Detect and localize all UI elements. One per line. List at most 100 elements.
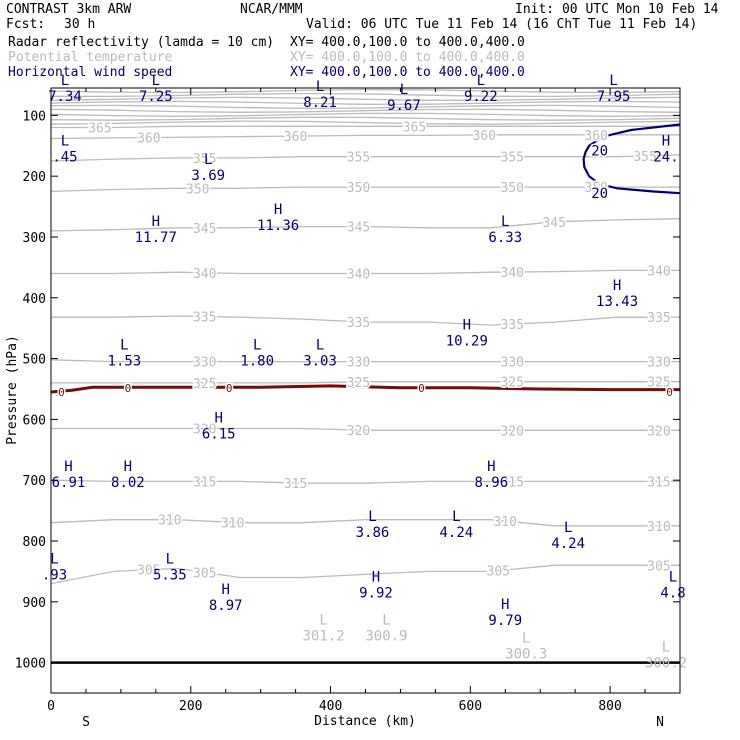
wind-contour-label: 20 [591, 144, 608, 160]
theta-contour-365 [51, 125, 680, 129]
wind-extremum-marker: H [487, 459, 495, 475]
wind-extremum-value: 4.8 [660, 586, 685, 602]
theta-band-line [50, 120, 681, 125]
theta-contour-label: 335 [501, 318, 524, 333]
y-tick-label: 800 [23, 535, 46, 550]
y-tick-label: 400 [23, 292, 46, 307]
field-reflectivity-xy: XY= 400.0,100.0 to 400.0,400.0 [290, 35, 525, 50]
field-reflectivity-name: Radar reflectivity (lamda = 10 cm) [8, 35, 275, 50]
theta-contour-label: 345 [542, 216, 565, 231]
theta-contour-label: 315 [647, 475, 670, 490]
valid-time: Valid: 06 UTC Tue 11 Feb 14 (16 ChT Tue … [306, 17, 698, 32]
field-wind-xy: XY= 400.0,100.0 to 400.0,400.0 [290, 65, 525, 80]
y-tick-label: 300 [23, 231, 46, 246]
theta-extremum-marker: L [522, 631, 530, 647]
wind-extremum-marker: L [609, 73, 617, 89]
x-end-right-label: N [656, 715, 664, 730]
theta-contour-340 [51, 269, 680, 275]
theta-contour-label: 355 [193, 152, 216, 167]
y-tick-label: 900 [23, 596, 46, 611]
theta-contour-345 [50, 218, 681, 232]
wind-extremum-value: 9.67 [387, 98, 421, 114]
theta-contour-label: 305 [137, 564, 160, 579]
theta-contour-label: 320 [193, 423, 216, 438]
wind-extremum-marker: L [316, 79, 324, 95]
theta-contour-label: 360 [584, 129, 607, 144]
wind-extremum-value: 3.69 [191, 168, 225, 184]
wind-extremum-marker: H [215, 410, 223, 426]
theta-contour-label: 315 [193, 475, 216, 490]
wind-extremum-value: 5.35 [153, 567, 187, 583]
wind-contours [582, 123, 681, 195]
theta-contour-label: 310 [158, 514, 181, 529]
theta-contour-label: 330 [193, 356, 216, 371]
wind-extremum-marker: L [253, 337, 261, 353]
theta-contour-315 [50, 479, 680, 484]
theta-extremum-value: 300.2 [645, 656, 687, 672]
theta-contour-label: 345 [347, 221, 370, 236]
y-tick-label: 600 [23, 413, 46, 428]
wind-extremum-value: 9.92 [359, 586, 393, 602]
wind-extremum-marker: H [222, 582, 230, 598]
x-end-left-label: S [82, 715, 90, 730]
theta-contour-label: 355 [501, 151, 524, 166]
x-tick-label: 400 [319, 699, 342, 714]
theta-contour-label: 330 [647, 356, 670, 371]
wind-extremum-marker: H [463, 317, 471, 333]
wind-extremum-value: 4.24 [551, 536, 585, 552]
theta-contour-label: 320 [347, 424, 370, 439]
model-title: CONTRAST 3km ARW [6, 2, 132, 17]
theta-contour-label: 325 [501, 376, 524, 391]
y-tick-label: 1000 [15, 657, 46, 672]
theta-contour-label: 320 [647, 424, 670, 439]
theta-contour-label: 330 [347, 356, 370, 371]
theta-contour-label: 365 [403, 120, 426, 135]
wind-extremum-value: 4.24 [439, 525, 473, 541]
x-tick-label: 600 [459, 699, 482, 714]
theta-extremum-marker: L [319, 612, 327, 628]
wind-extremum-value: 13.43 [596, 294, 638, 310]
wind-extremum-marker: L [61, 73, 69, 89]
wind-extremum-marker: H [613, 278, 621, 294]
theta-band-line [50, 116, 681, 121]
theta-extremum-marker: L [662, 640, 670, 656]
wind-extremum-value: 8.02 [111, 475, 145, 491]
theta-contour-label: 315 [501, 475, 524, 490]
theta-contour-label: 330 [501, 356, 524, 371]
theta-band-line [50, 92, 681, 98]
forecast-hour: 30 h [64, 17, 96, 32]
wind-extremum-value: 11.36 [257, 218, 299, 234]
wind-extremum-value: 1.53 [108, 353, 142, 369]
reflectivity-contours [50, 384, 680, 394]
theta-contour-label: 320 [501, 424, 524, 439]
theta-contour-label: 305 [647, 559, 670, 574]
theta-contour-360 [50, 134, 680, 140]
wind-extremum-value: 9.22 [464, 89, 498, 105]
theta-contour-label: 365 [88, 122, 111, 137]
wind-extremum-value: 3.03 [303, 353, 337, 369]
wind-extremum-value: 6.15 [202, 426, 236, 442]
theta-contour-label: 335 [647, 311, 670, 326]
theta-contour-330 [50, 359, 680, 363]
theta-extremum-marker: L [382, 612, 390, 628]
theta-contour-310 [50, 519, 680, 527]
theta-contour-label: 310 [494, 515, 517, 530]
theta-contour-label: 350 [347, 181, 370, 196]
wind-extremum-marker: H [152, 214, 160, 230]
wind-extremum-marker: L [400, 82, 408, 98]
theta-contour-label: 360 [473, 129, 496, 144]
theta-contour-label: 335 [347, 316, 370, 331]
theta-band-line [50, 104, 681, 109]
wind-extremum-value: 6.33 [488, 230, 522, 246]
wind-extremum-value: 8.96 [474, 475, 508, 491]
reflectivity-label-bg [665, 387, 674, 398]
wind-extremum-marker: L [316, 337, 324, 353]
wind-contour-20 [582, 123, 681, 195]
wind-extremum-marker: L [166, 551, 174, 567]
wind-extremum-marker: L [368, 509, 376, 525]
theta-contour-label: 355 [633, 150, 656, 165]
theta-contours [50, 88, 681, 585]
x-axis-label: Distance (km) [314, 714, 416, 729]
theta-contour-350 [50, 186, 680, 193]
reflectivity-contour-label: 0 [58, 386, 65, 399]
